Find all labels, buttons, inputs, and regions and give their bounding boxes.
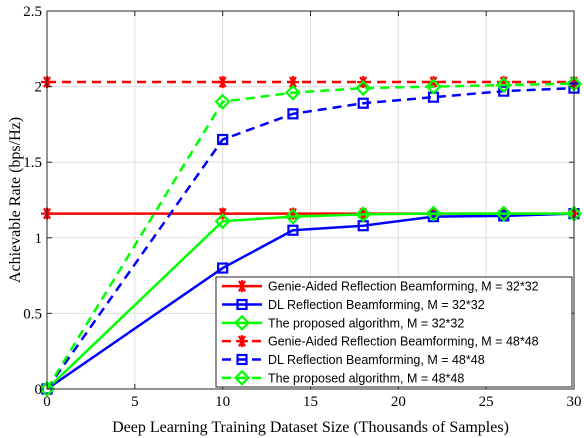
x-tick-label: 30	[567, 394, 582, 410]
x-tick-label: 10	[215, 394, 230, 410]
data-point	[425, 205, 442, 222]
legend-marker	[236, 280, 248, 293]
legend-marker	[233, 369, 251, 386]
y-tick-label: 0.5	[23, 306, 42, 322]
data-point	[286, 76, 299, 89]
y-tick-label: 2.5	[23, 4, 42, 20]
legend-marker	[236, 353, 248, 366]
x-tick-label: 25	[479, 394, 494, 410]
data-point	[498, 85, 510, 97]
x-axis-label: Deep Learning Training Dataset Size (Tho…	[112, 419, 509, 436]
series-line	[46, 212, 575, 391]
legend: Genie-Aided Reflection Beamforming, M = …	[215, 276, 573, 388]
legend-item: DL Reflection Beamforming, M = 48*48	[222, 353, 485, 367]
legend-label: DL Reflection Beamforming, M = 32*32	[268, 298, 485, 312]
legend-item: Genie-Aided Reflection Beamforming, M = …	[222, 335, 539, 349]
y-tick-label: 1	[35, 231, 43, 247]
legend-marker	[236, 298, 248, 311]
data-point	[217, 262, 229, 274]
legend-label: The proposed algorithm, M = 48*48	[268, 371, 464, 385]
x-tick-label: 20	[391, 394, 406, 410]
data-point	[355, 80, 372, 97]
legend-marker	[233, 314, 251, 331]
legend-label: Genie-Aided Reflection Beamforming, M = …	[268, 280, 539, 294]
series-line	[45, 82, 575, 390]
data-point	[214, 93, 231, 110]
data-point	[284, 84, 301, 101]
legend-box	[215, 276, 573, 388]
data-point	[355, 206, 372, 223]
x-tick-label: 15	[303, 394, 318, 410]
legend-marker	[236, 335, 248, 348]
y-tick-label: 1.5	[23, 155, 42, 171]
data-point	[287, 108, 299, 120]
data-point	[38, 380, 56, 398]
y-tick-label: 0	[35, 382, 43, 398]
series-line	[46, 212, 574, 390]
data-point	[214, 213, 231, 230]
y-axis-label: Achievable Rate (bps/Hz)	[7, 117, 24, 283]
data-point	[216, 76, 229, 89]
legend-item: Genie-Aided Reflection Beamforming, M = …	[222, 280, 539, 294]
data-point	[425, 78, 442, 95]
legend-label: The proposed algorithm, M = 32*32	[268, 316, 464, 330]
x-tick-label: 5	[131, 394, 139, 410]
data-point	[287, 224, 299, 236]
data-point	[357, 97, 369, 109]
legend-item: DL Reflection Beamforming, M = 32*32	[222, 298, 485, 312]
data-point	[495, 77, 512, 94]
legend-label: DL Reflection Beamforming, M = 48*48	[268, 353, 485, 367]
series-group	[38, 75, 583, 398]
data-point	[495, 205, 512, 222]
legend-item: The proposed algorithm, M = 48*48	[222, 369, 464, 386]
data-point	[284, 208, 301, 225]
x-tick-label: 0	[43, 394, 51, 410]
legend-item: The proposed algorithm, M = 32*32	[222, 314, 464, 331]
y-tick-label: 2	[35, 80, 43, 96]
data-point	[217, 133, 229, 146]
legend-label: Genie-Aided Reflection Beamforming, M = …	[268, 335, 539, 349]
